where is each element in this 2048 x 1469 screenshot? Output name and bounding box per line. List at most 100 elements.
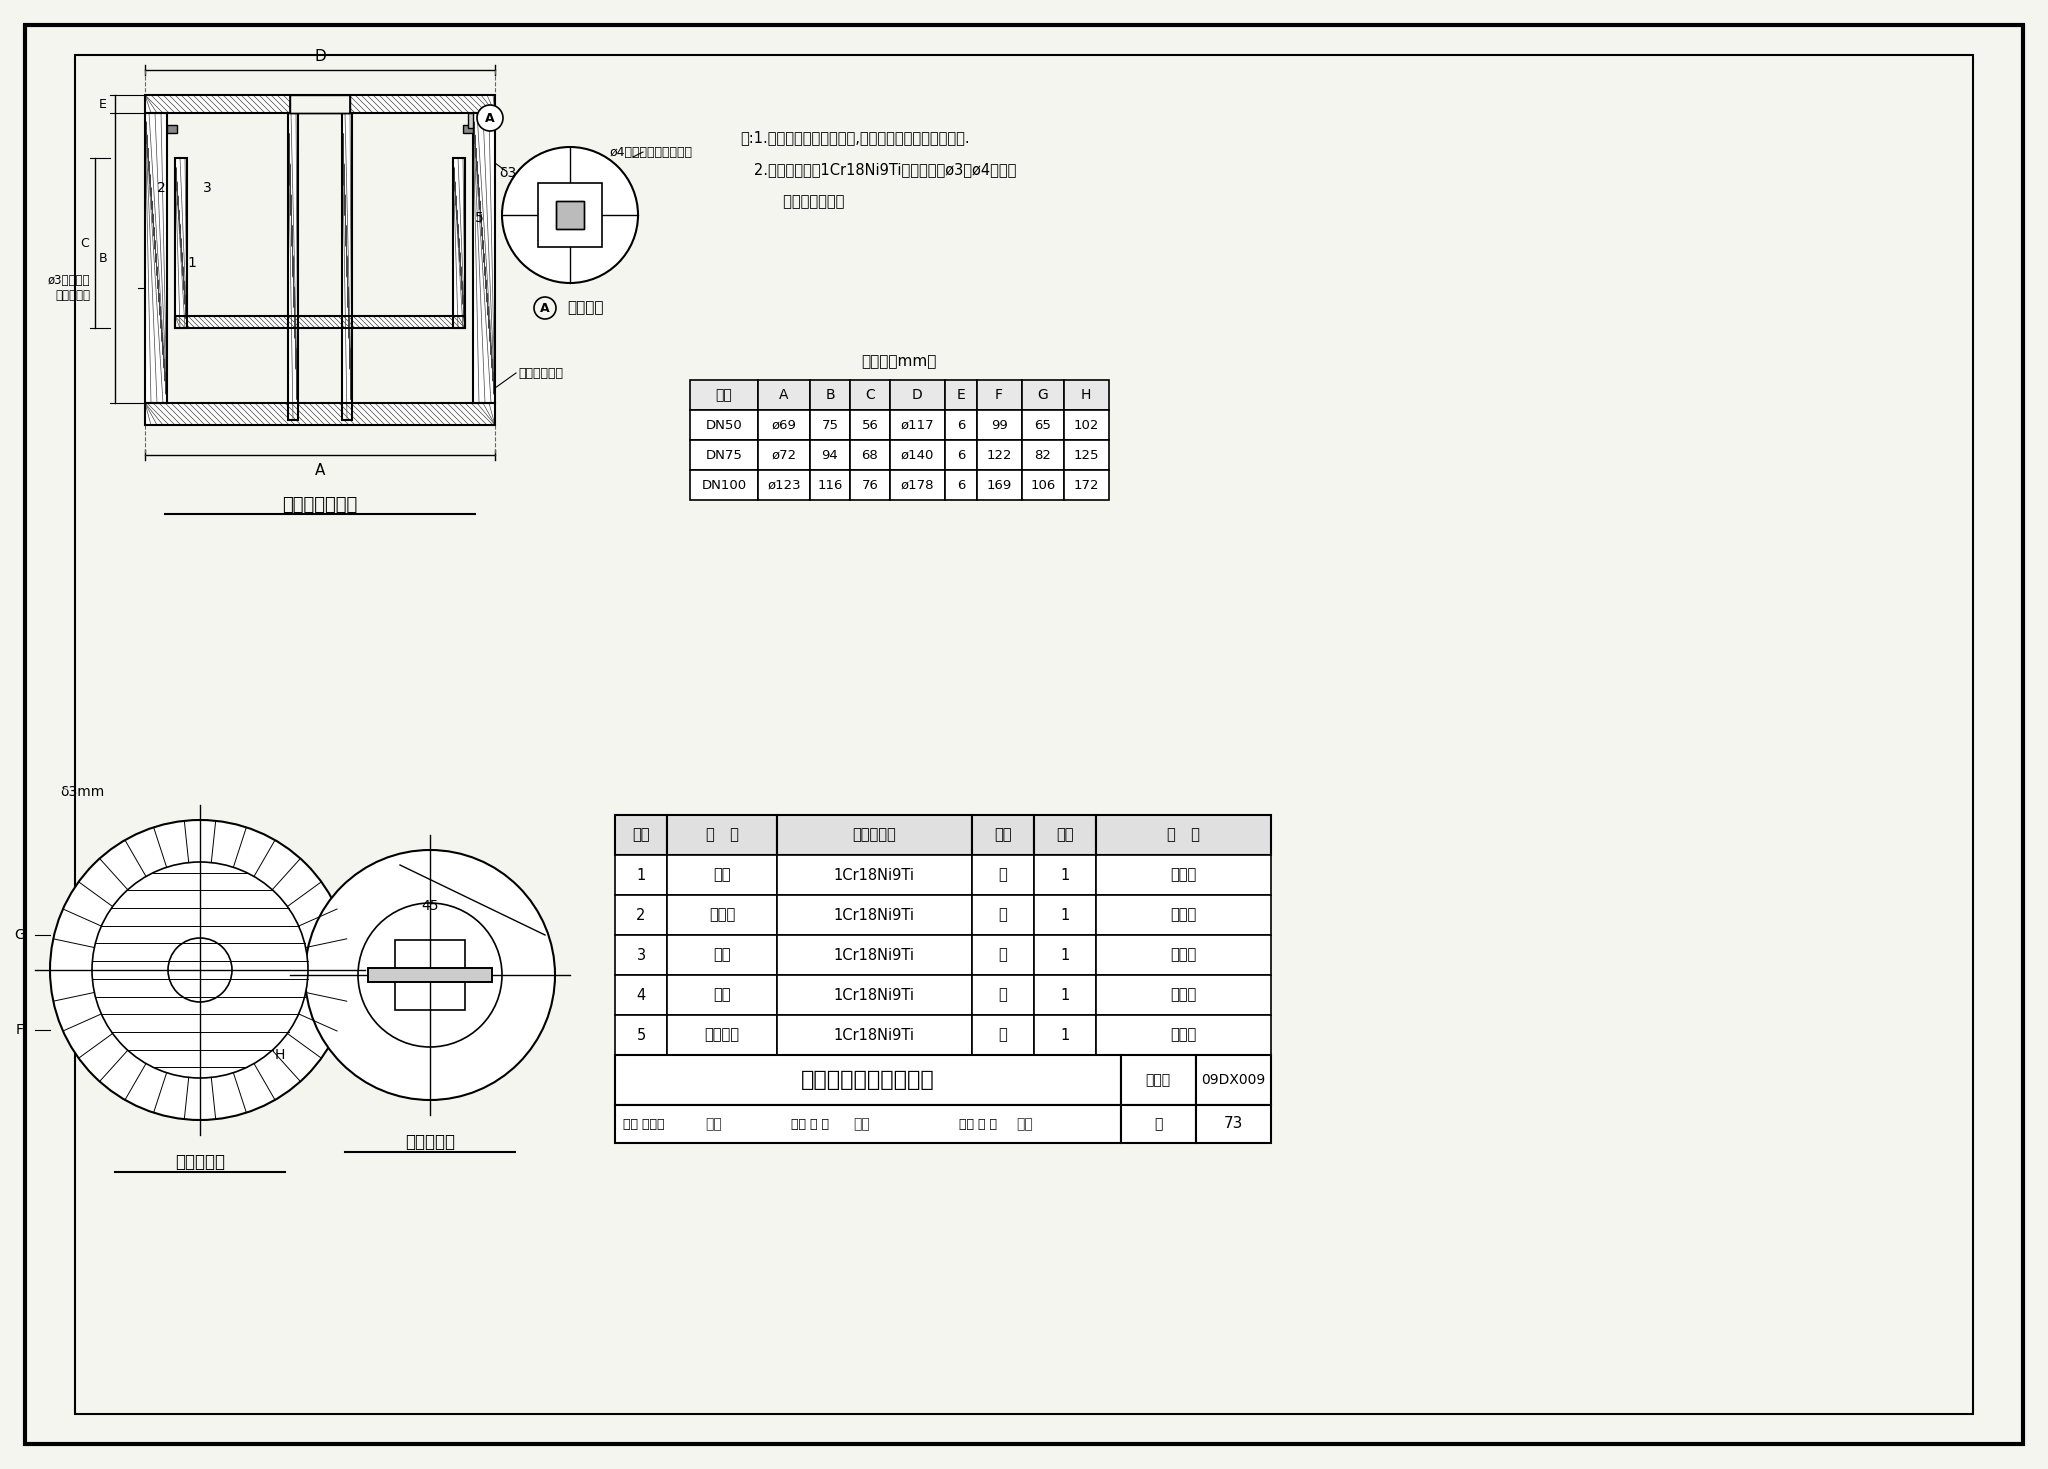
Bar: [342, 113, 352, 420]
Text: 型号及规格: 型号及规格: [852, 827, 895, 843]
Text: 下盖结构图: 下盖结构图: [174, 1153, 225, 1171]
Bar: [944, 470, 977, 499]
Text: 172: 172: [1073, 479, 1098, 492]
Bar: [1096, 855, 1272, 895]
Text: 不锈钢: 不锈钢: [1169, 908, 1196, 923]
Text: 设计 王 鹏: 设计 王 鹏: [958, 1118, 997, 1131]
Text: ø72: ø72: [772, 448, 797, 461]
Text: ø4耐油丁腈橡胶密封圈: ø4耐油丁腈橡胶密封圈: [610, 145, 692, 159]
Text: δ3: δ3: [500, 166, 516, 181]
Text: 下盖: 下盖: [713, 948, 731, 962]
Bar: [469, 113, 473, 128]
Text: 1: 1: [188, 256, 197, 270]
Bar: [342, 113, 352, 420]
Bar: [291, 95, 350, 113]
Bar: [891, 410, 944, 441]
Text: 1: 1: [637, 868, 645, 883]
Text: 个: 个: [999, 987, 1008, 1002]
Bar: [369, 968, 492, 981]
Text: 6: 6: [956, 479, 965, 492]
Bar: [453, 159, 465, 328]
Circle shape: [305, 851, 555, 1100]
Text: E: E: [98, 97, 106, 110]
Bar: [614, 815, 668, 855]
Text: 116: 116: [817, 479, 842, 492]
Text: 不锈钢: 不锈钢: [1169, 1027, 1196, 1043]
Text: E: E: [956, 388, 965, 403]
Bar: [944, 380, 977, 410]
Circle shape: [358, 903, 502, 1047]
Bar: [453, 159, 465, 328]
Bar: [973, 975, 1034, 1015]
Bar: [145, 95, 496, 113]
Circle shape: [401, 948, 459, 1003]
Text: 3: 3: [637, 948, 645, 962]
Text: 规格: 规格: [715, 388, 733, 403]
Text: 125: 125: [1073, 448, 1098, 461]
Bar: [891, 380, 944, 410]
Bar: [690, 441, 758, 470]
Text: 水封件: 水封件: [709, 908, 735, 923]
Bar: [1096, 934, 1272, 975]
Bar: [1096, 895, 1272, 934]
Bar: [811, 441, 850, 470]
Bar: [174, 159, 186, 328]
Text: H: H: [1081, 388, 1092, 403]
Text: 腈橡胶密封圈．: 腈橡胶密封圈．: [760, 194, 844, 209]
Text: 6: 6: [956, 419, 965, 432]
Text: C: C: [80, 237, 90, 250]
Bar: [614, 1055, 1120, 1105]
Bar: [891, 441, 944, 470]
Text: 不锈钢: 不锈钢: [1169, 948, 1196, 962]
Text: 94: 94: [821, 448, 838, 461]
Bar: [1196, 1055, 1272, 1105]
Bar: [973, 1015, 1034, 1055]
Bar: [690, 380, 758, 410]
Bar: [668, 855, 776, 895]
Text: F: F: [995, 388, 1004, 403]
Bar: [145, 113, 168, 403]
Bar: [758, 441, 811, 470]
Circle shape: [477, 104, 504, 131]
Bar: [1022, 441, 1065, 470]
Text: ø3耐油丁腈
橡胶密封圈: ø3耐油丁腈 橡胶密封圈: [47, 275, 90, 303]
Bar: [850, 380, 891, 410]
Bar: [395, 940, 465, 1011]
Bar: [973, 815, 1034, 855]
Text: 本体: 本体: [713, 868, 731, 883]
Bar: [668, 815, 776, 855]
Bar: [174, 316, 465, 328]
Bar: [145, 113, 168, 403]
Text: 2.本洁净地漏用1Cr18Ni9Ti制造，并配ø3和ø4耐油丁: 2.本洁净地漏用1Cr18Ni9Ti制造，并配ø3和ø4耐油丁: [739, 162, 1016, 176]
Text: 3: 3: [203, 181, 211, 195]
Bar: [1034, 1015, 1096, 1055]
Text: H: H: [274, 1047, 285, 1062]
Text: 上盖结构图: 上盖结构图: [406, 1133, 455, 1152]
Text: ø178: ø178: [901, 479, 934, 492]
Text: 可拆卸防水圈: 可拆卸防水圈: [518, 366, 563, 379]
Text: 2: 2: [156, 181, 166, 195]
Text: 个: 个: [999, 908, 1008, 923]
Text: 审核 钟景华: 审核 钟景华: [623, 1118, 664, 1131]
Text: 122: 122: [987, 448, 1012, 461]
Bar: [1034, 895, 1096, 934]
Bar: [1196, 1105, 1272, 1143]
Text: C: C: [864, 388, 874, 403]
Bar: [850, 470, 891, 499]
Bar: [145, 95, 496, 113]
Bar: [369, 968, 492, 981]
Bar: [168, 125, 176, 134]
Text: G: G: [1038, 388, 1049, 403]
Bar: [463, 125, 473, 134]
Text: 2: 2: [637, 908, 645, 923]
Text: 竹样: 竹样: [705, 1116, 721, 1131]
Bar: [614, 934, 668, 975]
Bar: [668, 975, 776, 1015]
Bar: [1096, 1015, 1272, 1055]
Text: 校对 孙 兰: 校对 孙 兰: [791, 1118, 829, 1131]
Text: 防水莫环: 防水莫环: [705, 1027, 739, 1043]
Bar: [776, 855, 973, 895]
Bar: [977, 380, 1022, 410]
Text: 56: 56: [862, 419, 879, 432]
Text: DN100: DN100: [700, 479, 748, 492]
